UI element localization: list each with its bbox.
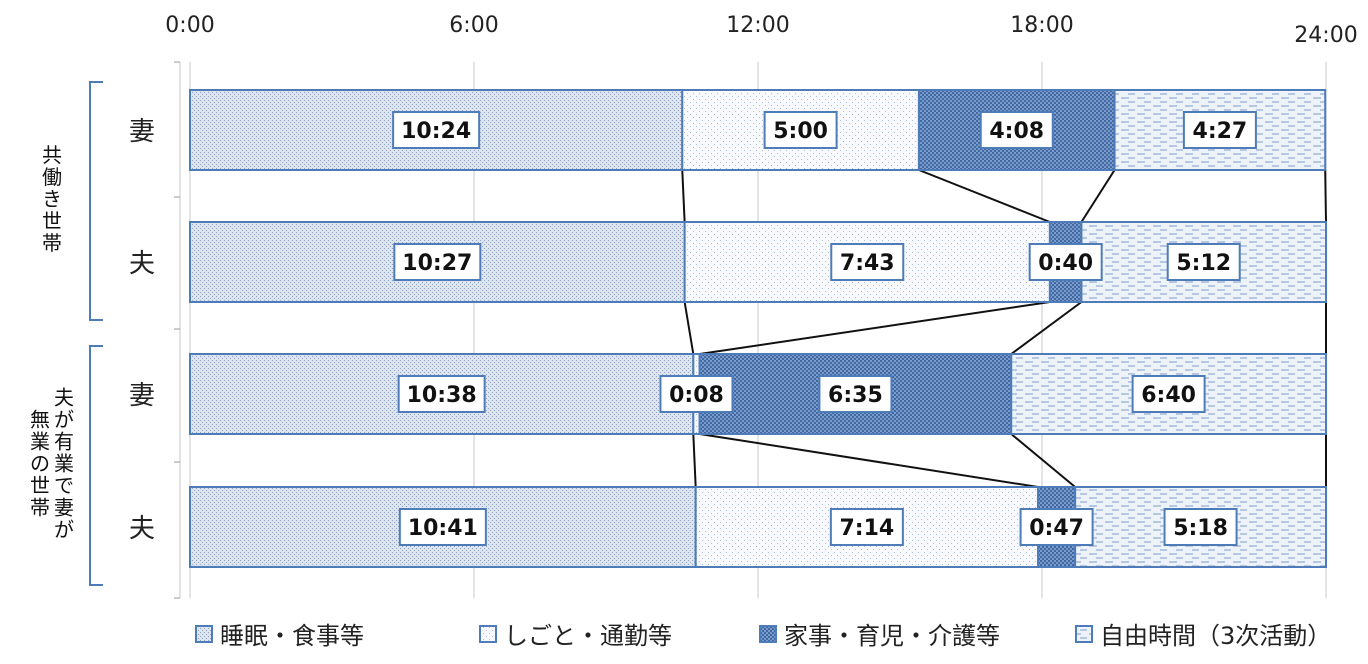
data-label: 4:08 <box>989 119 1044 144</box>
legend-label: しごと・通勤等 <box>504 622 672 650</box>
connector-line <box>683 301 695 355</box>
connector-lines <box>681 169 1327 488</box>
data-label-box <box>1131 375 1206 413</box>
data-label-box <box>392 111 481 149</box>
row-label: 妻 <box>129 117 155 147</box>
connector-line <box>681 169 686 223</box>
row-label: 夫 <box>129 249 155 279</box>
x-axis: 0:00 6:00 12:00 18:00 24:00 <box>165 13 1358 599</box>
data-label: 5:18 <box>1173 516 1228 541</box>
legend-label: 自由時間（3次活動） <box>1100 622 1331 650</box>
data-label: 7:43 <box>840 251 895 276</box>
data-label: 6:35 <box>828 383 883 408</box>
data-label: 0:08 <box>669 383 724 408</box>
legend-swatch <box>479 625 497 643</box>
connector-line <box>918 169 1051 223</box>
connector-line <box>1324 169 1327 223</box>
data-label-box <box>393 243 482 281</box>
bar-segment <box>1113 89 1327 171</box>
connector-line <box>699 433 1039 488</box>
data-label-box <box>1019 508 1094 546</box>
legend: 睡眠・食事等 しごと・通勤等 家事・育児・介護等 自由時間（3次活動） <box>195 622 1331 650</box>
data-label: 10:38 <box>407 383 477 408</box>
data-label-box <box>659 375 734 413</box>
data-label: 0:47 <box>1029 516 1084 541</box>
data-label: 0:40 <box>1038 251 1093 276</box>
legend-label: 家事・育児・介護等 <box>784 622 1000 650</box>
x-tick-label: 24:00 <box>1294 23 1357 48</box>
data-label-box <box>829 508 904 546</box>
group-bracket <box>89 345 103 586</box>
data-label-box <box>818 375 893 413</box>
group-label: 夫が有業で妻が <box>54 386 74 542</box>
connector-line <box>692 433 697 488</box>
group-label: 無業の世帯 <box>30 408 50 520</box>
data-label: 5:12 <box>1176 251 1231 276</box>
group-bracket <box>89 81 103 321</box>
data-label-box <box>1028 243 1103 281</box>
connector-line <box>1010 433 1076 488</box>
group-label: 共働き世帯 <box>42 143 62 255</box>
data-label: 4:27 <box>1193 119 1248 144</box>
data-label: 7:14 <box>839 516 894 541</box>
data-label-box <box>397 375 486 413</box>
data-label: 10:27 <box>402 251 472 276</box>
data-label: 10:24 <box>401 119 471 144</box>
connector-line <box>699 301 1051 355</box>
data-label-box <box>979 111 1054 149</box>
legend-label: 睡眠・食事等 <box>220 622 364 650</box>
data-label-box <box>398 508 487 546</box>
row-label: 妻 <box>129 381 155 411</box>
legend-swatch <box>1075 625 1093 643</box>
data-label: 5:00 <box>773 119 828 144</box>
legend-swatch <box>759 625 777 643</box>
x-tick-label: 6:00 <box>449 13 498 38</box>
x-tick-label: 12:00 <box>726 13 789 38</box>
data-label: 6:40 <box>1141 383 1196 408</box>
data-label: 10:41 <box>408 516 478 541</box>
legend-swatch <box>195 625 213 643</box>
row-label: 夫 <box>129 514 155 544</box>
connector-line <box>1010 301 1083 355</box>
data-label-box <box>1166 243 1241 281</box>
data-label-box <box>1163 508 1238 546</box>
data-label-box <box>763 111 838 149</box>
x-tick-label: 0:00 <box>165 13 214 38</box>
data-label-box <box>830 243 905 281</box>
data-label-box <box>1182 111 1257 149</box>
connector-line <box>1080 169 1116 223</box>
x-tick-label: 18:00 <box>1010 13 1073 38</box>
data-labels: 10:24 5:00 4:08 4:27 10:27 7:43 0:40 5:12 10:38 0… <box>392 111 1257 546</box>
